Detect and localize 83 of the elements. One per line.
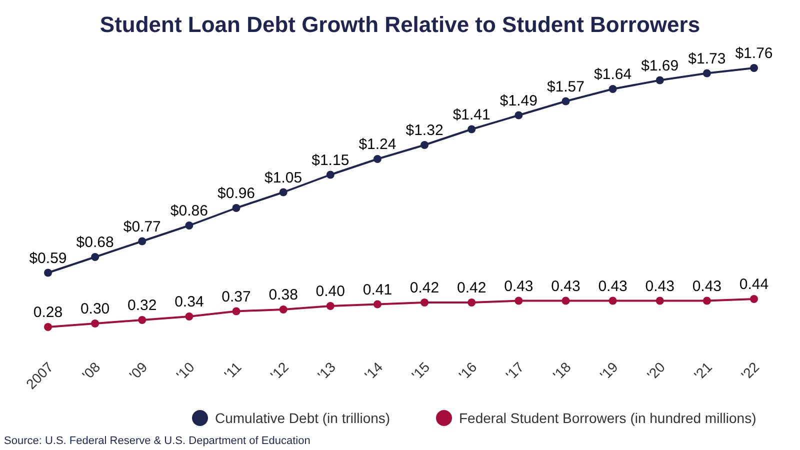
x-tick-label: '22 [738,358,762,384]
data-label: $1.41 [452,106,490,124]
point [138,237,146,246]
point [279,306,288,314]
point [514,111,523,120]
data-label: $1.57 [546,78,585,96]
point [373,300,382,308]
x-tick-label: '18 [550,358,574,384]
x-tick-label: '17 [502,358,527,384]
data-label: $1.76 [735,45,773,62]
source-note: Source: U.S. Federal Reserve & U.S. Department of Education [4,435,310,447]
data-label: 0.38 [268,286,298,304]
x-tick-label: '14 [361,358,386,384]
point [608,85,617,93]
point [279,188,288,196]
data-label: $1.32 [406,122,444,139]
x-tick-label: '15 [408,358,433,384]
point [608,296,617,305]
x-tick-label: '16 [456,358,480,384]
point [44,323,52,331]
data-label: 0.43 [645,278,674,295]
data-label: 0.43 [692,278,722,295]
point [514,296,523,305]
data-label: 0.43 [504,278,534,295]
point [468,298,476,306]
legend-label: Federal Student Borrowers (in hundred millions) [459,410,756,426]
data-label: $1.05 [264,169,302,186]
data-label: 0.42 [410,280,440,296]
data-label: 0.28 [33,304,63,321]
point [91,320,100,328]
data-label: $0.68 [76,234,114,251]
data-label: 0.30 [80,300,110,318]
point [373,155,382,163]
data-label: $1.24 [358,136,396,153]
x-tick-label: '13 [314,358,339,384]
data-label: 0.34 [174,294,204,310]
point [326,302,334,310]
chart-title: Student Loan Debt Growth Relative to Student Borrowers [100,12,700,37]
x-tick-label: '20 [644,358,668,384]
legend-label: Cumulative Debt (in trillions) [215,410,390,426]
data-label: $0.77 [123,218,161,236]
x-tick-label: '21 [690,358,716,384]
point [91,253,100,261]
data-label: 0.43 [598,278,628,295]
point [44,268,52,277]
point [656,76,664,84]
point [562,97,570,106]
data-label: 0.44 [739,276,769,293]
data-label: 0.43 [551,278,580,295]
x-tick-label: '11 [220,358,245,382]
data-label: $1.15 [312,152,350,169]
point [750,64,758,72]
point [562,296,570,305]
x-tick-label: '09 [126,358,150,384]
point [185,222,194,230]
point [420,141,429,149]
data-label: $0.86 [170,202,208,220]
x-tick-label: '08 [78,358,104,384]
data-label: 0.37 [222,288,251,306]
point [138,316,146,324]
data-label: $1.49 [500,92,538,110]
x-tick-label: '19 [596,358,622,384]
data-label: $1.64 [594,66,632,83]
data-label: 0.32 [128,297,157,314]
point [702,296,711,305]
data-label: 0.42 [457,280,486,296]
x-tick-label: '10 [173,358,198,384]
data-label: $0.59 [29,250,67,267]
data-label: $1.73 [688,50,726,68]
data-label: 0.41 [362,281,392,298]
point [420,298,429,306]
data-label: $0.96 [217,185,256,202]
point [750,295,758,303]
point [656,296,664,305]
data-label: $1.69 [641,57,679,74]
point [702,69,711,78]
point [185,312,194,320]
point [326,170,334,179]
x-tick-label: '12 [267,358,292,384]
point [232,307,240,316]
point [468,125,476,134]
point [232,204,240,212]
data-label: 0.40 [316,283,345,300]
